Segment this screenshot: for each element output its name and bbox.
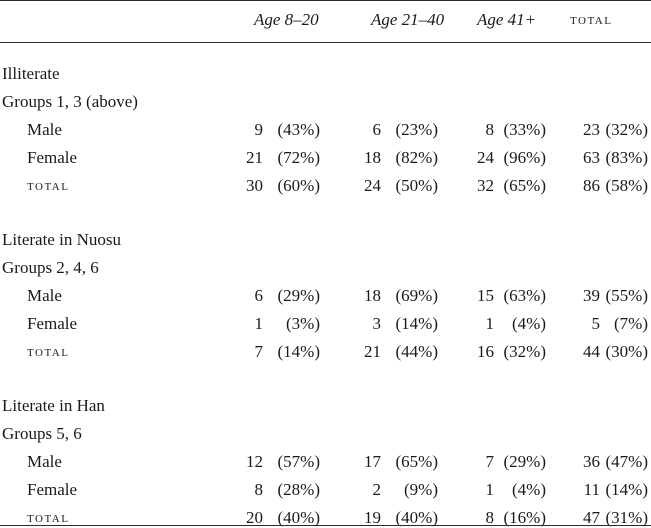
percent-age-41-plus: (29%) [503,452,546,471]
percent-age-41-plus: (65%) [503,176,546,195]
count-total: 86 [583,176,600,195]
count-age-8-20: 1 [254,314,264,333]
section-title: Literate in Nuosu [2,230,121,249]
count-age-8-20: 21 [246,148,263,167]
row-label: Male [27,120,62,139]
count-age-41-plus: 1 [485,480,495,499]
percent-age-21-40: (69%) [395,286,438,305]
count-total: 47 [583,508,600,527]
row-label: Female [27,480,78,499]
percent-age-8-20: (72%) [277,148,320,167]
count-age-8-20: 12 [246,452,263,471]
count-age-21-40: 6 [372,120,382,139]
section-groups: Groups 2, 4, 6 [2,258,99,277]
count-age-41-plus: 8 [485,508,495,527]
percent-age-41-plus: (4%) [512,480,546,499]
percent-age-41-plus: (96%) [503,148,546,167]
column-header-age-21-40: Age 21–40 [371,10,445,29]
row-label: Female [27,314,78,333]
count-total: 5 [591,314,601,333]
count-total: 36 [583,452,600,471]
percent-age-41-plus: (63%) [503,286,546,305]
column-header-age-8-20: Age 8–20 [254,10,319,29]
percent-total: (14%) [605,480,648,499]
percent-total: (30%) [605,342,648,361]
section-groups: Groups 1, 3 (above) [2,92,138,111]
section-groups: Groups 5, 6 [2,424,82,443]
percent-total: (83%) [605,148,648,167]
percent-age-8-20: (40%) [277,508,320,527]
row-label: Female [27,148,78,167]
percent-total: (32%) [605,120,648,139]
count-age-8-20: 9 [254,120,264,139]
top-rule [0,0,651,1]
percent-total: (55%) [605,286,648,305]
row-label: Male [27,452,62,471]
percent-age-41-plus: (4%) [512,314,546,333]
row-label: Male [27,286,62,305]
percent-age-41-plus: (16%) [503,508,546,527]
row-label-total: total [27,510,70,526]
percent-age-8-20: (29%) [277,286,320,305]
count-age-8-20: 7 [254,342,264,361]
count-age-21-40: 18 [364,286,381,305]
column-header-age-41-plus: Age 41+ [477,10,537,29]
count-age-41-plus: 15 [477,286,494,305]
count-age-21-40: 21 [364,342,381,361]
count-age-21-40: 18 [364,148,381,167]
percent-age-21-40: (23%) [395,120,438,139]
count-age-8-20: 8 [254,480,264,499]
count-age-8-20: 30 [246,176,263,195]
count-age-41-plus: 16 [477,342,494,361]
count-age-8-20: 6 [254,286,264,305]
percent-total: (31%) [605,508,648,527]
count-age-21-40: 24 [364,176,381,195]
row-label-total: total [27,344,70,360]
section-title: Illiterate [2,64,60,83]
percent-age-41-plus: (32%) [503,342,546,361]
count-age-41-plus: 7 [485,452,495,471]
percent-age-21-40: (14%) [395,314,438,333]
section-title: Literate in Han [2,396,105,415]
percent-age-21-40: (44%) [395,342,438,361]
count-total: 23 [583,120,600,139]
count-age-8-20: 20 [246,508,263,527]
count-age-21-40: 3 [372,314,382,333]
count-age-41-plus: 1 [485,314,495,333]
count-age-21-40: 17 [364,452,381,471]
row-label-total: total [27,178,70,194]
count-total: 63 [583,148,600,167]
count-age-41-plus: 24 [477,148,494,167]
percent-age-8-20: (43%) [277,120,320,139]
percent-age-8-20: (57%) [277,452,320,471]
percent-total: (47%) [605,452,648,471]
percent-age-21-40: (50%) [395,176,438,195]
percent-age-21-40: (65%) [395,452,438,471]
percent-age-8-20: (14%) [277,342,320,361]
percent-age-21-40: (82%) [395,148,438,167]
percent-total: (7%) [614,314,648,333]
percent-age-21-40: (40%) [395,508,438,527]
count-age-21-40: 19 [364,508,381,527]
count-total: 39 [583,286,600,305]
percent-age-8-20: (3%) [286,314,320,333]
count-age-41-plus: 32 [477,176,494,195]
count-total: 11 [583,480,600,499]
percent-age-41-plus: (33%) [503,120,546,139]
header-rule [0,42,651,43]
count-age-41-plus: 8 [485,120,495,139]
percent-total: (58%) [605,176,648,195]
percent-age-21-40: (9%) [404,480,438,499]
percent-age-8-20: (60%) [277,176,320,195]
count-total: 44 [583,342,600,361]
percent-age-8-20: (28%) [277,480,320,499]
count-age-21-40: 2 [372,480,382,499]
column-header-total: total [570,12,613,28]
